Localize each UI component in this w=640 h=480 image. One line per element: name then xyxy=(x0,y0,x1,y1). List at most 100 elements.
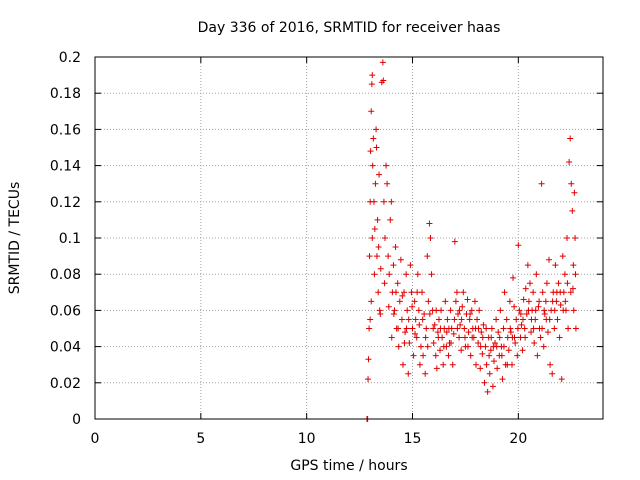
data-point xyxy=(445,325,452,332)
data-point xyxy=(386,271,393,278)
data-point xyxy=(437,347,444,354)
data-point xyxy=(397,256,404,263)
data-point xyxy=(464,296,471,303)
data-point xyxy=(375,244,382,251)
data-point xyxy=(468,307,475,314)
data-point xyxy=(396,298,403,305)
data-point xyxy=(443,329,450,336)
data-point xyxy=(477,365,484,372)
data-point xyxy=(490,358,497,365)
data-point xyxy=(456,307,463,314)
data-point xyxy=(538,180,545,187)
data-point xyxy=(564,235,571,241)
data-point xyxy=(484,388,491,395)
data-point xyxy=(411,298,418,305)
data-point xyxy=(372,180,379,187)
data-point xyxy=(449,361,456,368)
data-point xyxy=(367,148,374,155)
data-point xyxy=(374,216,381,223)
data-point xyxy=(432,352,439,359)
data-point xyxy=(447,307,454,314)
data-point xyxy=(524,262,531,269)
data-point xyxy=(421,311,428,318)
data-point xyxy=(558,376,565,383)
y-tick-label: 0.04 xyxy=(50,340,81,356)
y-tick-label: 0.2 xyxy=(59,50,81,66)
data-point xyxy=(495,329,502,336)
data-point xyxy=(534,352,541,359)
data-point xyxy=(555,280,562,287)
data-point xyxy=(376,171,383,178)
data-point xyxy=(496,334,503,341)
data-point xyxy=(500,343,507,350)
data-point xyxy=(385,303,392,310)
data-point xyxy=(478,329,485,336)
data-point xyxy=(415,307,422,314)
data-point xyxy=(423,325,430,332)
data-point xyxy=(499,376,506,383)
data-point xyxy=(471,298,478,305)
data-point xyxy=(532,307,539,314)
data-point xyxy=(569,285,576,292)
data-point xyxy=(522,285,529,292)
data-point xyxy=(422,334,429,341)
data-point xyxy=(539,289,546,296)
data-point xyxy=(498,352,505,359)
data-point xyxy=(367,316,374,323)
data-point xyxy=(488,334,495,341)
data-point xyxy=(507,329,514,336)
data-point xyxy=(475,339,482,346)
data-point xyxy=(426,220,433,227)
data-point xyxy=(412,316,419,323)
data-point xyxy=(492,339,499,346)
data-point xyxy=(456,334,463,341)
data-point xyxy=(518,321,525,328)
data-point xyxy=(442,298,449,305)
data-point xyxy=(414,289,421,296)
data-point xyxy=(394,280,401,287)
data-point xyxy=(368,108,375,115)
data-point xyxy=(486,370,493,377)
data-point xyxy=(408,289,415,296)
data-point xyxy=(369,162,376,169)
data-point xyxy=(467,352,474,359)
data-point xyxy=(567,289,574,296)
data-point xyxy=(428,271,435,278)
data-point xyxy=(570,307,577,314)
data-point xyxy=(465,329,472,336)
data-point xyxy=(390,311,397,318)
data-point xyxy=(413,334,420,341)
data-point xyxy=(528,329,535,336)
data-point xyxy=(365,376,372,383)
data-point xyxy=(385,253,392,260)
data-point xyxy=(388,198,395,205)
data-point xyxy=(516,307,523,314)
data-point xyxy=(488,325,495,332)
data-point xyxy=(392,289,399,296)
data-point xyxy=(430,325,437,332)
data-point xyxy=(487,347,494,354)
data-point xyxy=(543,280,550,287)
data-point xyxy=(395,325,402,332)
y-tick-label: 0 xyxy=(72,412,81,428)
data-point xyxy=(500,325,507,332)
data-point xyxy=(366,325,373,332)
data-point xyxy=(461,325,468,332)
data-point xyxy=(414,271,421,278)
data-point xyxy=(435,334,442,341)
data-point xyxy=(366,253,373,260)
data-point xyxy=(541,311,548,318)
data-point xyxy=(474,316,481,323)
data-point xyxy=(467,311,474,318)
data-point xyxy=(517,311,524,318)
data-point xyxy=(373,126,380,133)
data-point xyxy=(475,325,482,332)
data-point xyxy=(531,339,538,346)
data-point xyxy=(451,316,458,323)
data-point xyxy=(458,347,465,354)
data-point xyxy=(392,244,399,251)
data-point xyxy=(451,238,458,245)
data-point xyxy=(565,325,572,332)
data-point xyxy=(444,316,451,323)
